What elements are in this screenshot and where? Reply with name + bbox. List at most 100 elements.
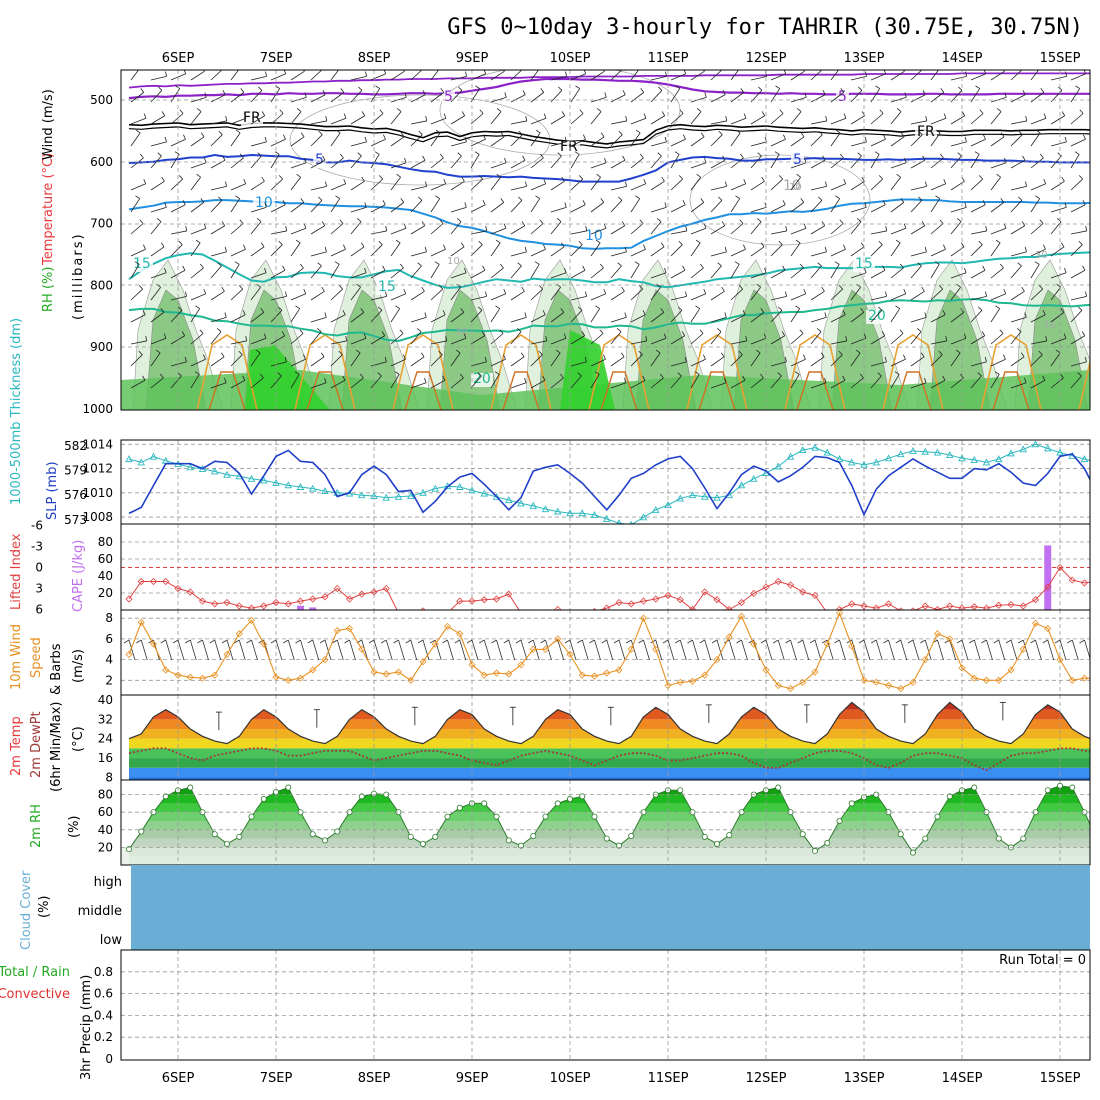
lifted-index-point [676, 596, 684, 604]
wind-barb [716, 639, 724, 661]
wind-barb [1010, 331, 1022, 345]
wind-barb-flag [856, 218, 862, 222]
rh-point [138, 828, 145, 835]
wind-barb-flag [378, 175, 383, 180]
wind-plot-area [121, 610, 1090, 695]
wind-barb [770, 73, 786, 81]
wind-barb [730, 379, 746, 389]
wind-barb-flag [321, 286, 325, 292]
wind-barb [570, 310, 583, 323]
wind-barb-flag [316, 328, 322, 332]
wind-barb [550, 206, 567, 213]
wind-barb-flag [843, 113, 847, 119]
rh-point [1044, 787, 1051, 794]
wind-barb-flag [482, 200, 486, 205]
wind-barb [190, 242, 201, 257]
isotherm-25 [686, 334, 748, 410]
wind-speed-point [211, 671, 219, 679]
wind-barb-flag [864, 267, 867, 273]
thickness-point [921, 447, 930, 455]
wind-barb-flag [635, 195, 640, 199]
wind-barb-flag [543, 113, 547, 119]
temperature-axis-label: Temperature (°C) [41, 153, 56, 266]
upper-plot-area: 55FRFRFR5510101015151520201010303030 [121, 70, 1090, 410]
lifted-index-point [982, 604, 991, 610]
wind-barb-flag [643, 113, 647, 119]
wind-barb-flag [538, 285, 543, 290]
wind-speed-point [982, 676, 991, 684]
wind-barb [150, 206, 167, 213]
wind-barb-flag [443, 113, 447, 119]
lifted-index-point [260, 602, 268, 610]
wind-barb [510, 159, 526, 169]
wind-barb-flag [479, 639, 485, 644]
wind-barb-flag [894, 371, 900, 375]
wind-barb-flag [924, 377, 927, 383]
wind-barb-flag [294, 371, 300, 375]
wind-barb-flag [742, 310, 746, 315]
lifted-index-point [333, 584, 341, 593]
wind-speed-point [174, 671, 182, 679]
wind-barb [483, 639, 491, 661]
wind-barb [330, 117, 347, 125]
thickness-point [860, 460, 868, 468]
wind-barb [150, 76, 167, 81]
wind-barb-flag [265, 71, 267, 77]
wind-barb-flag [778, 175, 783, 180]
wind-barb [690, 136, 705, 147]
wind-barb-flag [517, 262, 522, 267]
wind-barb [470, 269, 486, 279]
isotherm-label-bg [376, 281, 398, 295]
wind-barb-flag [982, 265, 986, 271]
wind-barb-flag [1059, 373, 1064, 379]
wind-barb-flag [1082, 200, 1086, 205]
wind-barb-flag [660, 308, 665, 313]
wind-barb [150, 115, 165, 125]
wind-barb-flag [209, 639, 215, 644]
wind-barb [1050, 377, 1064, 389]
rh2m-axis-label: 2m RH [29, 804, 44, 848]
lifted-index-point [995, 601, 1003, 609]
wind-barb-flag [934, 261, 940, 265]
wind-barb-flag [156, 218, 162, 222]
wind-barb-flag [642, 375, 646, 381]
wind-barb-flag [704, 92, 707, 98]
wind-barb [496, 639, 503, 661]
wind-barb-flag [345, 335, 348, 342]
wind-barb-flag [524, 246, 527, 252]
wind-barb-flag [405, 639, 411, 644]
wind-barb-flag [824, 312, 827, 318]
wind-barb [490, 96, 507, 103]
wind-barb [728, 639, 736, 661]
wind-barb [830, 117, 847, 125]
wind-barb [530, 183, 546, 191]
wind-barb-flag [922, 90, 926, 95]
temp-color-band [129, 748, 1090, 759]
wind-barb-flag [285, 225, 288, 232]
wind-barb [590, 308, 601, 323]
wind-barb-flag [285, 291, 287, 297]
wind-barb-flag [864, 202, 867, 208]
wind-barb-flag [699, 639, 705, 644]
wind-barb-flag [503, 288, 507, 294]
rh-point [248, 813, 255, 820]
wind-speed-point [505, 670, 513, 678]
wind-barb [510, 120, 527, 125]
wind-speed-point [897, 685, 905, 693]
wind-barb-flag [579, 109, 584, 114]
wind-barb-flag [863, 333, 867, 339]
lifted-index-point [468, 597, 476, 605]
isotherm-30 [404, 371, 442, 410]
wind-barb [530, 70, 540, 81]
li-tick-label: -6 [31, 519, 43, 533]
wind-barb-flag [838, 350, 843, 355]
wind-barb [610, 70, 623, 81]
thickness-point [529, 501, 538, 509]
thickness-point [1056, 448, 1064, 456]
wind-barb [850, 115, 865, 125]
wind-barb-flag [238, 350, 243, 355]
wind-barb [890, 374, 900, 389]
thickness-point [958, 454, 966, 462]
wind-barb-flag [795, 305, 800, 309]
wind-barb-flag [263, 333, 267, 339]
